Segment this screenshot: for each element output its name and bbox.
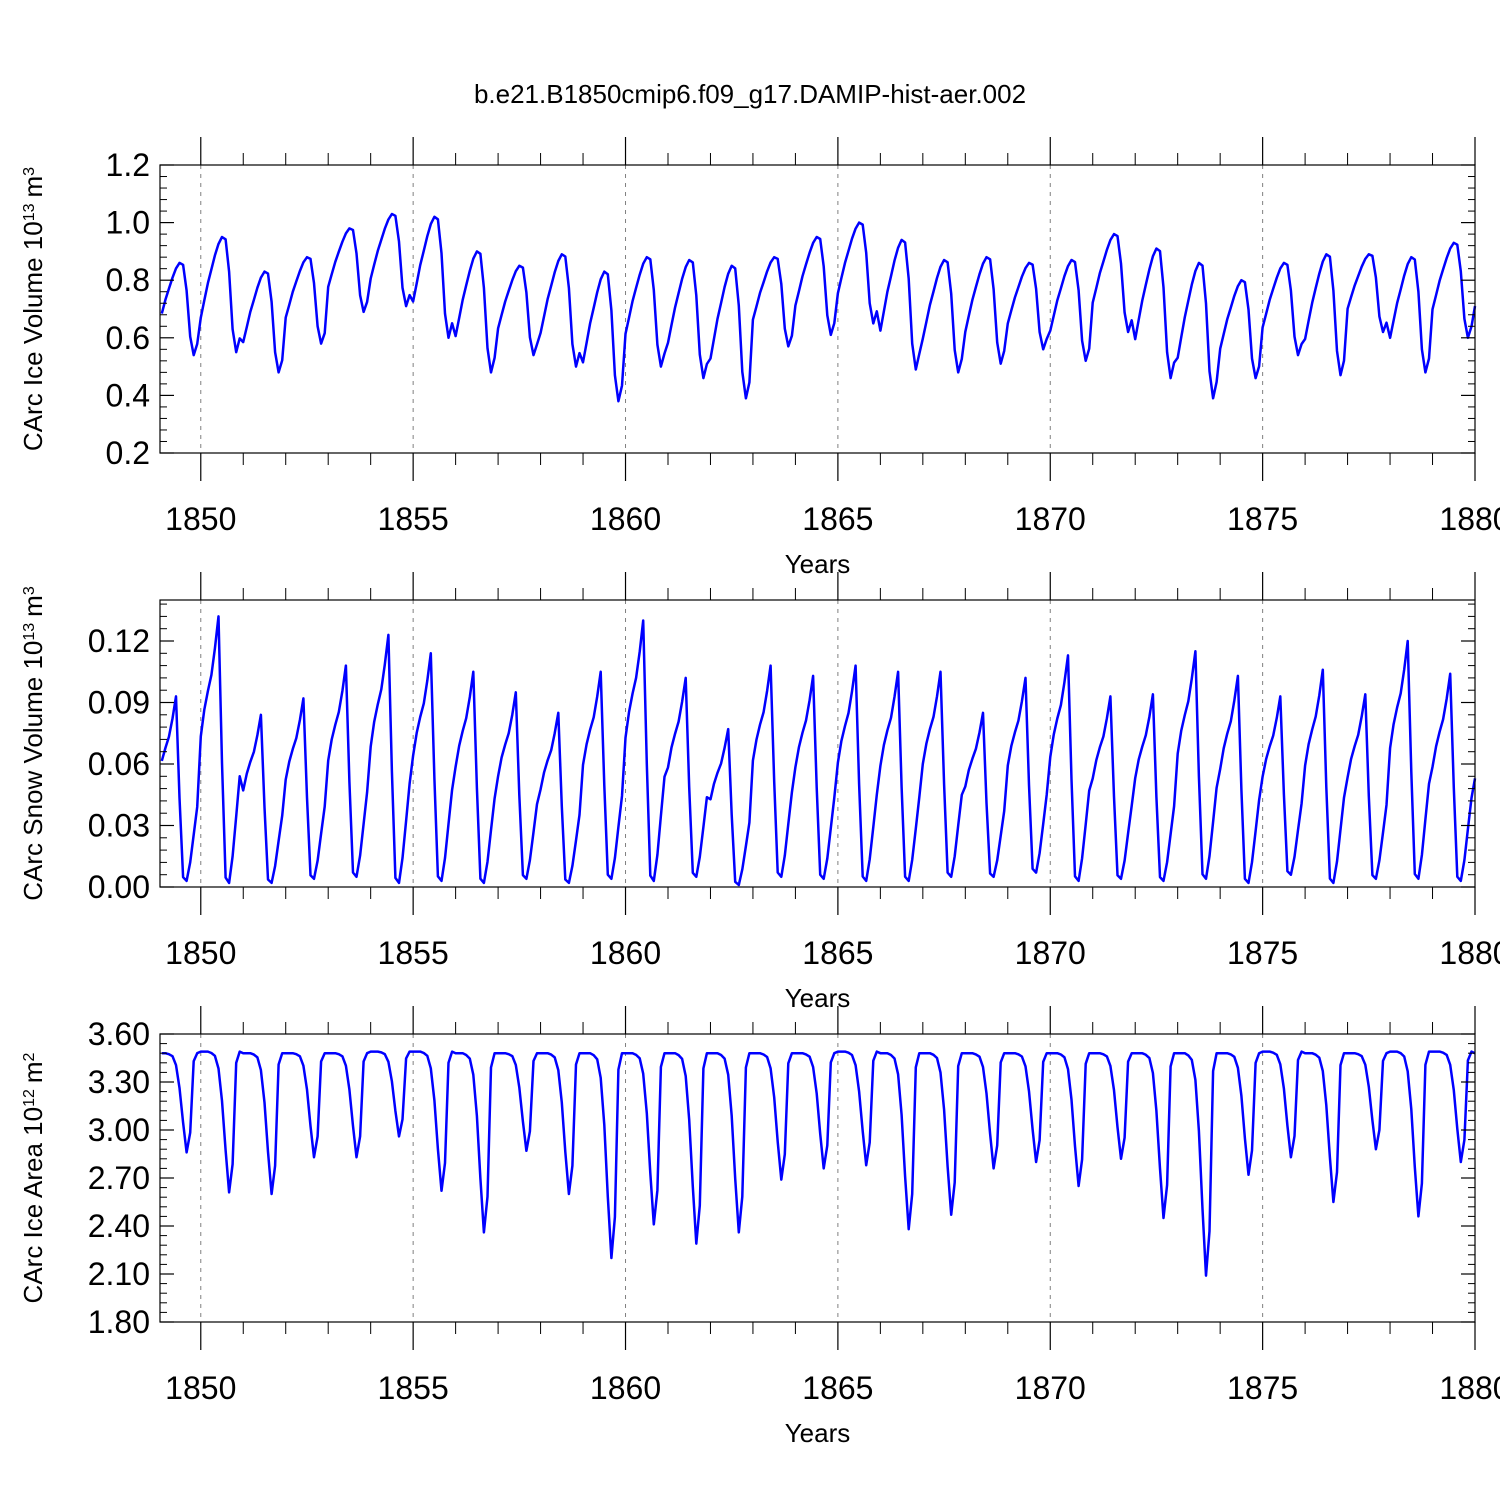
panel-ice-volume-xlabel: Years [785, 549, 851, 579]
ice-volume-xtick-label: 1850 [165, 501, 236, 537]
panel-snow-volume-xlabel: Years [785, 983, 851, 1013]
panel-ice-area-xlabel: Years [785, 1418, 851, 1448]
ylabel-text: CArc Ice Volume 10 [18, 221, 48, 451]
ice-volume-xtick-label: 1875 [1227, 501, 1298, 537]
ylabel-unit-exponent: 3 [21, 167, 38, 176]
ice-area-xtick-label: 1880 [1439, 1370, 1500, 1406]
snow-volume-xtick-label: 1860 [590, 935, 661, 971]
ice-area-ytick-label: 3.30 [88, 1064, 150, 1100]
ice-volume-xtick-label: 1870 [1015, 501, 1086, 537]
ylabel-text: CArc Ice Area 10 [18, 1107, 48, 1304]
ylabel-unit-exponent: 3 [21, 586, 38, 595]
panel-snow-volume: CArc Snow Volume 1013 m3 Years 0.00 0.03 0.… [18, 572, 1500, 1013]
ice-volume-xtick-label: 1860 [590, 501, 661, 537]
ice-volume-ytick-label: 1.0 [106, 205, 150, 241]
ice-area-xtick-label: 1870 [1015, 1370, 1086, 1406]
snow-volume-ytick-label: 0.06 [88, 746, 150, 782]
ice-area-xtick-label: 1850 [165, 1370, 236, 1406]
figure-title: b.e21.B1850cmip6.f09_g17.DAMIP-hist-aer.… [474, 79, 1026, 109]
ice-area-series-line [161, 1050, 1476, 1277]
ice-area-xtick-label: 1865 [802, 1370, 873, 1406]
snow-volume-plot-frame [159, 599, 1476, 888]
ice-volume-ytick-label: 0.2 [106, 435, 150, 471]
ylabel-exponent: 13 [21, 623, 38, 641]
snow-volume-xtick-label: 1880 [1439, 935, 1500, 971]
snow-volume-xtick-label: 1855 [378, 935, 449, 971]
ice-area-xtick-label: 1860 [590, 1370, 661, 1406]
ylabel-unit-exponent: 2 [21, 1052, 38, 1061]
ylabel-unit: m [18, 595, 48, 617]
snow-volume-ytick-label: 0.03 [88, 808, 150, 844]
ylabel-unit: m [18, 176, 48, 198]
ylabel-unit: m [18, 1061, 48, 1083]
ice-area-ytick-label: 2.10 [88, 1256, 150, 1292]
snow-volume-series-line [160, 615, 1477, 887]
ice-area-ytick-label: 1.80 [88, 1304, 150, 1340]
panel-snow-volume-ylabel: CArc Snow Volume 1013 m3 [18, 586, 48, 901]
panel-ice-volume-ylabel: CArc Ice Volume 1013 m3 [18, 167, 48, 451]
ice-volume-xtick-label: 1880 [1439, 501, 1500, 537]
snow-volume-ytick-label: 0.00 [88, 869, 150, 905]
snow-volume-xtick-label: 1865 [802, 935, 873, 971]
ice-volume-series-line [160, 212, 1477, 403]
snow-volume-xtick-label: 1870 [1015, 935, 1086, 971]
ylabel-exponent: 12 [21, 1089, 38, 1107]
ice-volume-ytick-label: 0.4 [106, 377, 150, 413]
ice-area-ytick-label: 3.00 [88, 1112, 150, 1148]
ylabel-exponent: 13 [21, 203, 38, 221]
ice-area-ytick-label: 2.40 [88, 1208, 150, 1244]
ice-area-xtick-label: 1875 [1227, 1370, 1298, 1406]
ice-volume-ytick-label: 1.2 [106, 147, 150, 183]
snow-volume-ytick-label: 0.09 [88, 685, 150, 721]
ice-area-ytick-label: 3.60 [88, 1016, 150, 1052]
snow-volume-xtick-label: 1850 [165, 935, 236, 971]
ice-area-ytick-label: 2.70 [88, 1160, 150, 1196]
ice-area-xtick-label: 1855 [378, 1370, 449, 1406]
snow-volume-xtick-label: 1875 [1227, 935, 1298, 971]
snow-volume-ytick-label: 0.12 [88, 623, 150, 659]
panel-ice-volume: CArc Ice Volume 1013 m3 Years 0.2 0.4 0.6 0.… [18, 137, 1500, 579]
panel-ice-area: CArc Ice Area 1012 m2 Years 1.80 2.10 2.40 2… [18, 1006, 1500, 1448]
ice-volume-ytick-label: 0.8 [106, 262, 150, 298]
ice-volume-plot-frame [159, 164, 1476, 454]
ice-volume-xtick-label: 1855 [378, 501, 449, 537]
ice-volume-xtick-label: 1865 [802, 501, 873, 537]
ice-volume-ytick-label: 0.6 [106, 320, 150, 356]
panel-ice-area-ylabel: CArc Ice Area 1012 m2 [18, 1052, 48, 1303]
ylabel-text: CArc Snow Volume 10 [18, 641, 48, 901]
